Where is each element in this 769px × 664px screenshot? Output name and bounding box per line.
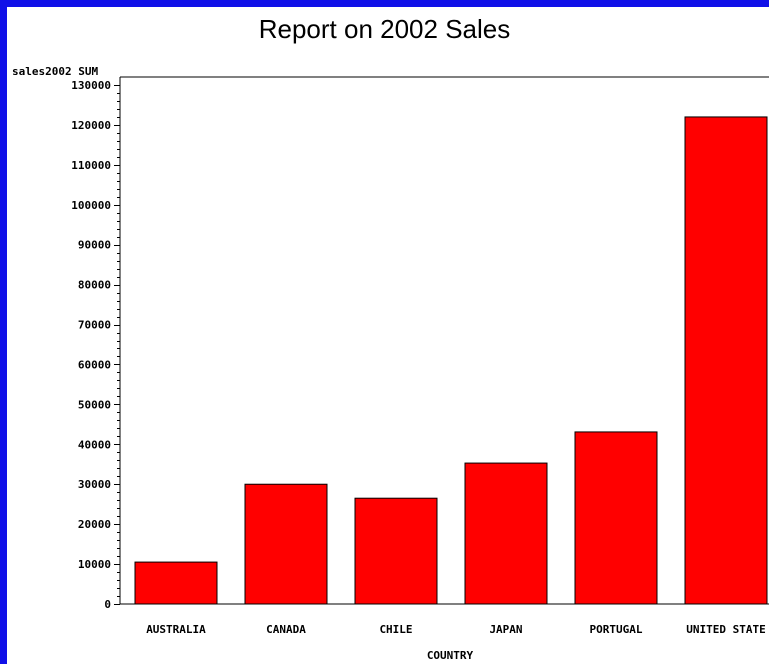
y-tick-label: 110000 [71, 159, 111, 172]
y-tick-label: 70000 [78, 319, 111, 332]
y-tick-label: 10000 [78, 558, 111, 571]
x-tick-label: CHILE [379, 623, 412, 636]
bar [354, 497, 438, 605]
y-tick-label: 100000 [71, 199, 111, 212]
x-tick-label: UNITED STATE [686, 623, 765, 636]
bars [134, 116, 768, 605]
y-tick-label: 90000 [78, 239, 111, 252]
bar [464, 462, 548, 605]
bar [244, 483, 328, 605]
y-axis-label: sales2002 SUM [12, 65, 99, 78]
x-tick-label: AUSTRALIA [146, 623, 206, 636]
y-tick-label: 40000 [78, 438, 111, 451]
y-tick-label: 130000 [71, 79, 111, 92]
x-axis-label: COUNTRY [426, 649, 474, 662]
y-tick-label: 60000 [78, 358, 111, 371]
bar [574, 431, 658, 605]
y-tick-label: 120000 [71, 119, 111, 132]
x-tick-label: PORTUGAL [590, 623, 643, 636]
x-tick-labels: AUSTRALIA CANADA CHILE JAPAN PORTUGAL UNITED … [146, 623, 766, 636]
y-tick-label: 30000 [78, 478, 111, 491]
y-tick-label: 0 [104, 598, 111, 611]
y-tick-label: 20000 [78, 518, 111, 531]
bar [684, 116, 768, 605]
x-tick-label: CANADA [266, 623, 306, 636]
bar [134, 561, 218, 605]
y-axis: 0 10000 20000 30000 40000 50000 60000 70000 8000… [71, 76, 769, 611]
y-tick-label: 50000 [78, 398, 111, 411]
y-tick-label: 80000 [78, 279, 111, 292]
x-tick-label: JAPAN [489, 623, 522, 636]
chart-title: Report on 2002 Sales [258, 14, 511, 44]
